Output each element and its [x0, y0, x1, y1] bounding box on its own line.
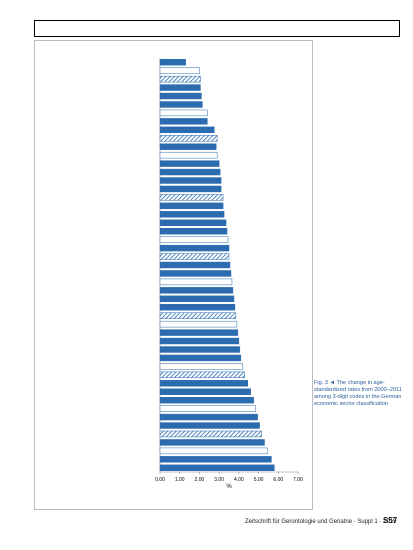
page-number: S57: [383, 516, 398, 525]
figure-caption: Fig. 3 ◄ The change in age-standardized …: [314, 380, 402, 407]
bar: [159, 380, 248, 387]
bar: [159, 211, 225, 218]
bar: [159, 253, 230, 260]
chart: % 0.00 1.00 2.00 3.00 4.00 5.00 6.00 7.00: [155, 58, 303, 490]
bar: [159, 312, 237, 319]
bar: [159, 396, 254, 404]
bar: [159, 261, 231, 269]
bar: [159, 354, 242, 362]
bar: [159, 160, 220, 167]
bar: [159, 464, 275, 471]
bar: [159, 287, 234, 294]
bar: [159, 67, 200, 74]
bar: [159, 456, 272, 463]
bar: [159, 371, 246, 379]
bar: [159, 219, 227, 226]
bar: [159, 244, 230, 252]
x-tick-label: 5.00: [254, 477, 264, 483]
x-tick-label: 0.00: [155, 477, 165, 483]
bar: [159, 447, 268, 455]
x-tick-label: 3.00: [214, 477, 224, 483]
bar: [159, 84, 201, 91]
bar: [159, 388, 251, 395]
bar: [159, 92, 202, 100]
journal-footer: Zeitschrift für Gerontologie und Geriatr…: [245, 519, 397, 525]
bar: [159, 295, 235, 303]
bar: [159, 337, 240, 345]
bar: [159, 270, 232, 277]
bar: [159, 59, 186, 66]
bar: [159, 430, 262, 438]
bar: [159, 304, 236, 311]
bar: [159, 363, 244, 370]
bar: [159, 194, 224, 201]
x-tick-label: 6.00: [273, 477, 283, 483]
x-axis-label: %: [226, 484, 232, 490]
bar: [159, 177, 222, 184]
x-tick-label: 2.00: [195, 477, 205, 483]
bar: [159, 346, 241, 353]
bar: [159, 185, 222, 193]
bar: [159, 439, 265, 446]
bar: [159, 135, 218, 142]
bar: [159, 143, 217, 150]
bar: [159, 202, 224, 210]
bar: [159, 151, 218, 159]
bar: [159, 227, 228, 235]
bar: [159, 126, 215, 134]
x-tick-label: 7.00: [293, 477, 303, 483]
x-tick-label: 4.00: [234, 477, 244, 483]
bar: [159, 422, 260, 429]
header-box: [34, 20, 400, 37]
figure-frame: [34, 40, 313, 510]
bar: [159, 329, 239, 336]
bar: [159, 405, 256, 412]
bar: [159, 278, 233, 286]
bar: [159, 413, 258, 421]
bar: [159, 118, 208, 125]
bar: [159, 320, 238, 328]
x-tick-label: 1.00: [175, 477, 185, 483]
bar: [159, 236, 229, 243]
bar: [159, 75, 201, 83]
bar: [159, 168, 221, 176]
bar: [159, 109, 208, 117]
bar: [159, 101, 203, 108]
